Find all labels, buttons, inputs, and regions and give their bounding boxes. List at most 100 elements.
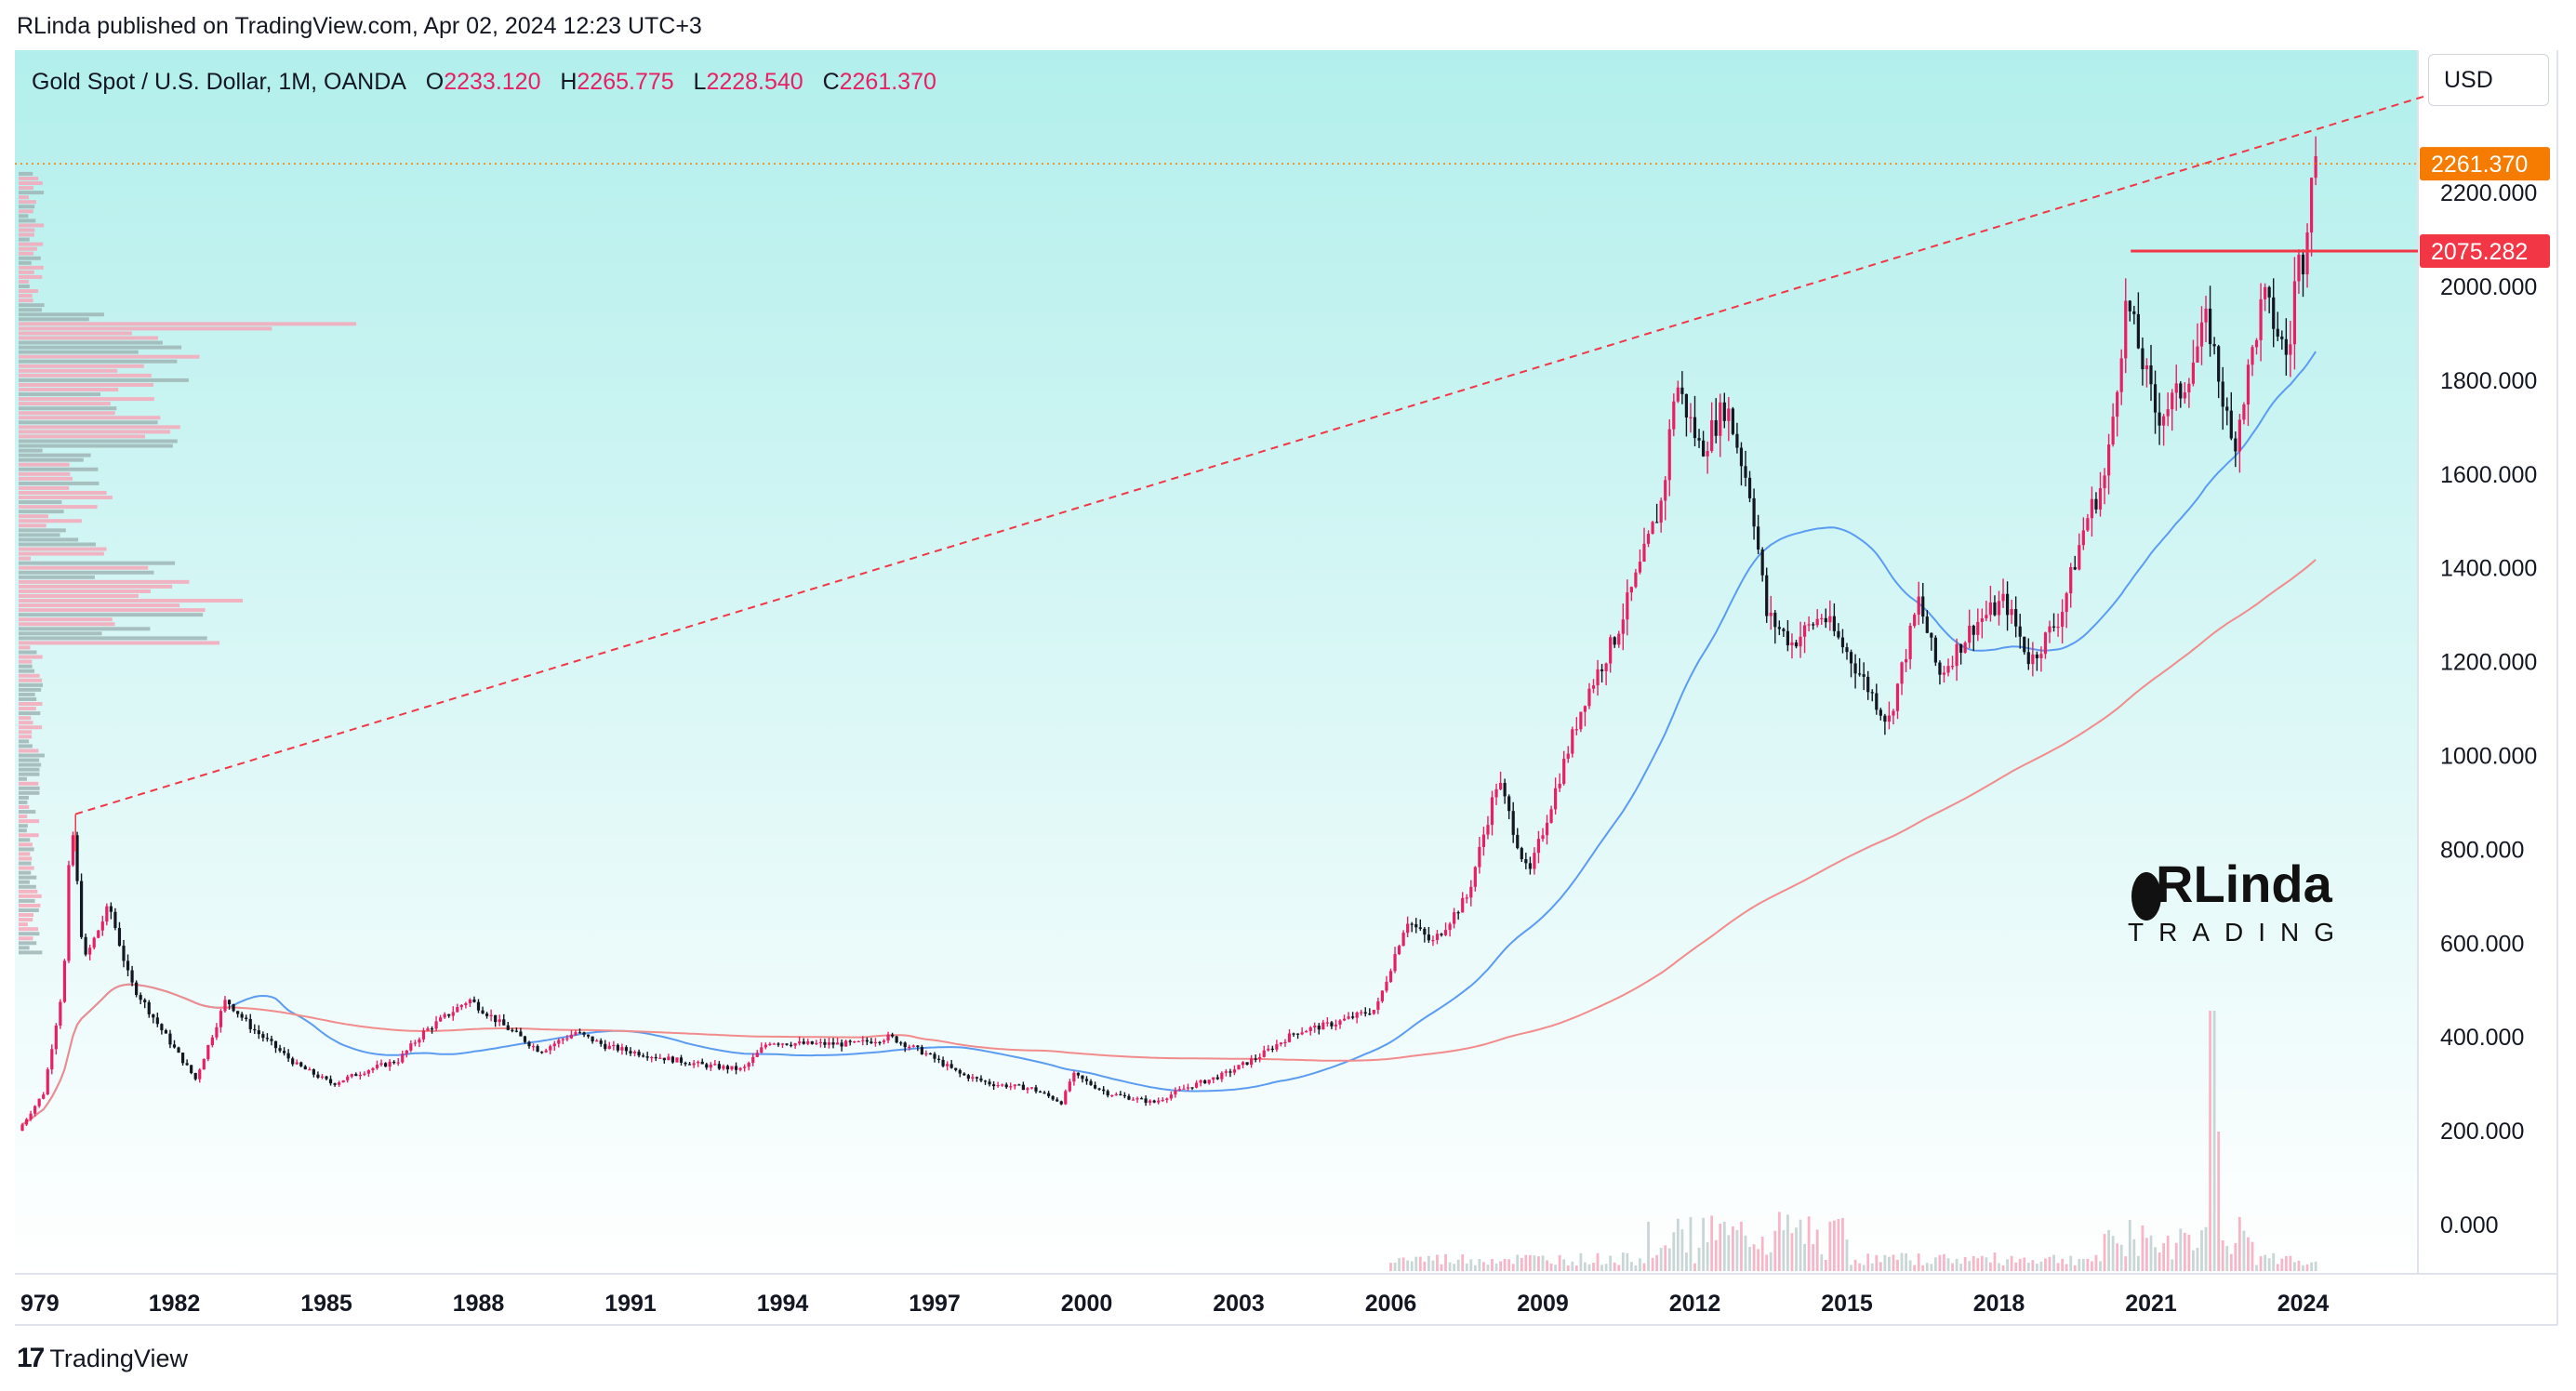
candle-body xyxy=(713,1064,717,1066)
volume-bar xyxy=(2103,1234,2106,1271)
candle-body xyxy=(785,1043,789,1045)
volume-bar xyxy=(1930,1264,1933,1271)
candle-body xyxy=(155,1017,159,1025)
volume-bar xyxy=(2026,1263,2030,1271)
volume-bar xyxy=(1900,1252,1904,1271)
candle-body xyxy=(160,1024,164,1030)
candle-body xyxy=(1676,387,1680,402)
volume-bar xyxy=(1866,1253,1870,1271)
candle-body xyxy=(2254,339,2259,348)
currency-button[interactable]: USD xyxy=(2428,54,2549,106)
candle-body xyxy=(853,1040,856,1043)
candle-body xyxy=(1317,1026,1321,1030)
candle-body xyxy=(1076,1072,1081,1076)
candle-body xyxy=(2234,438,2237,452)
candle-body xyxy=(447,1013,451,1016)
volume-bar xyxy=(2018,1258,2022,1271)
candle-body xyxy=(1739,447,1744,467)
candle-body xyxy=(1777,627,1781,629)
volume-bar xyxy=(2314,1261,2317,1271)
x-tick-label: 1997 xyxy=(909,1291,961,1317)
x-tick-label: 2000 xyxy=(1061,1291,1113,1317)
candle-body xyxy=(459,1005,463,1008)
candle-body xyxy=(253,1028,257,1031)
candle-body xyxy=(1038,1091,1042,1093)
candle-body xyxy=(1418,927,1422,929)
candle-body xyxy=(629,1051,632,1053)
volume-bar xyxy=(1782,1230,1786,1271)
candle-body xyxy=(1258,1056,1262,1059)
volume-profile-row xyxy=(19,744,33,748)
volume-profile-row xyxy=(19,725,43,730)
candle-body xyxy=(405,1050,408,1054)
volume-bar xyxy=(1655,1254,1659,1271)
volume-profile-row xyxy=(19,565,149,570)
candle-body xyxy=(1913,614,1917,627)
candle-body xyxy=(2158,412,2161,426)
candle-body xyxy=(1295,1033,1300,1035)
volume-bar xyxy=(1507,1259,1511,1271)
volume-profile-row xyxy=(19,861,32,866)
candle-body xyxy=(143,1000,147,1002)
candle-body xyxy=(489,1014,493,1016)
candle-body xyxy=(1807,624,1811,626)
candle-body xyxy=(1254,1058,1257,1060)
volume-bar xyxy=(1393,1263,1397,1271)
candle-body xyxy=(2183,392,2186,399)
volume-profile-row xyxy=(19,810,36,815)
candle-body xyxy=(1950,666,1955,668)
volume-bar xyxy=(1537,1256,1540,1271)
volume-profile-row xyxy=(19,434,146,439)
candle-body xyxy=(164,1029,168,1034)
candle-body xyxy=(1604,663,1608,671)
tradingview-logo[interactable]: 17 TradingView xyxy=(17,1343,188,1374)
candle-body xyxy=(2171,392,2174,410)
volume-bar xyxy=(2302,1265,2304,1271)
volume-bar xyxy=(2280,1258,2284,1271)
candle-body xyxy=(1431,939,1435,942)
volume-profile-row xyxy=(19,547,107,551)
volume-profile-row xyxy=(19,711,41,716)
candle-body xyxy=(2314,155,2317,179)
x-tick-label: 1991 xyxy=(604,1291,657,1317)
volume-bar xyxy=(2094,1254,2098,1271)
candle-body xyxy=(552,1043,556,1047)
volume-bar xyxy=(1604,1264,1608,1271)
candle-body xyxy=(840,1042,843,1047)
candle-body xyxy=(2174,383,2178,393)
candle-body xyxy=(1596,669,1600,686)
volume-profile-row xyxy=(19,561,176,565)
candle-body xyxy=(1731,408,1734,434)
candle-body xyxy=(582,1032,586,1035)
volume-profile-row xyxy=(19,471,71,476)
volume-bar xyxy=(2196,1247,2199,1271)
volume-profile-row xyxy=(19,767,40,772)
candle-body xyxy=(1169,1094,1173,1099)
candle-body xyxy=(895,1036,898,1043)
volume-bar xyxy=(2069,1255,2073,1271)
candle-body xyxy=(675,1057,679,1063)
candle-body xyxy=(1001,1084,1004,1086)
candle-body xyxy=(1574,729,1578,731)
y-tick-label: 0.000 xyxy=(2440,1212,2499,1239)
candle-body xyxy=(1423,928,1427,935)
candle-body xyxy=(1533,853,1536,869)
volume-profile-row xyxy=(19,246,37,251)
candle-body xyxy=(536,1046,539,1053)
candle-body xyxy=(97,930,100,938)
volume-profile-row xyxy=(19,913,34,918)
volume-profile-row xyxy=(19,852,31,856)
candle-body xyxy=(126,960,130,971)
candle-body xyxy=(1245,1062,1249,1066)
volume-bar xyxy=(1740,1221,1743,1271)
volume-profile-row xyxy=(19,918,33,922)
candle-body xyxy=(565,1038,569,1040)
candle-body xyxy=(1972,626,1975,635)
candle-body xyxy=(1334,1024,1338,1027)
candle-body xyxy=(371,1067,375,1071)
volume-bar xyxy=(1722,1221,1726,1271)
candle-body xyxy=(1511,811,1515,835)
candle-body xyxy=(599,1040,603,1044)
candle-body xyxy=(1959,643,1963,653)
